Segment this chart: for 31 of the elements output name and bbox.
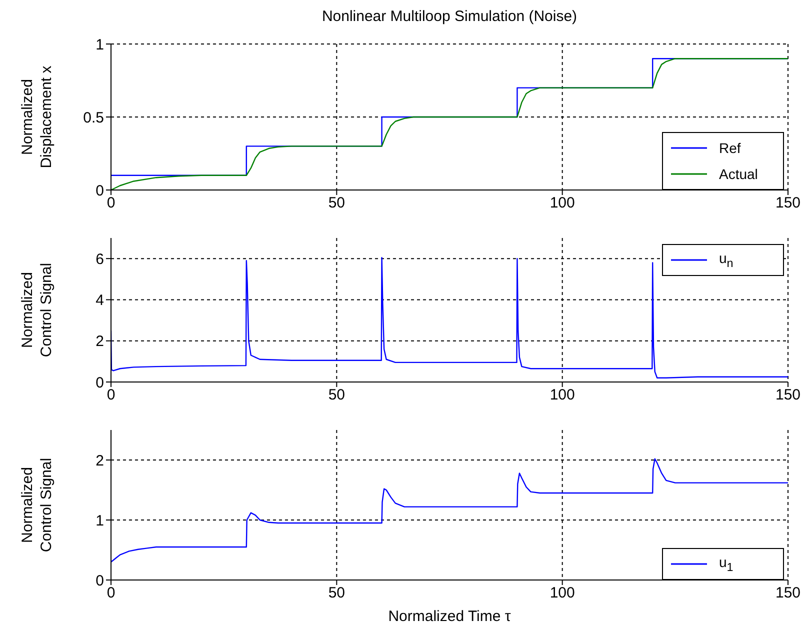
y-tick-label: 6 bbox=[96, 250, 104, 268]
x-tick-label: 100 bbox=[550, 194, 575, 212]
y-tick-label: 2 bbox=[96, 333, 104, 350]
x-tick-label: 100 bbox=[550, 584, 575, 602]
y-axis-title: Normalized Displacement x bbox=[18, 64, 56, 170]
legend-label: Actual bbox=[719, 166, 759, 182]
x-tick-label: 50 bbox=[328, 194, 346, 212]
y-tick-label: 2 bbox=[96, 452, 104, 470]
y-tick-label: 0 bbox=[96, 572, 104, 590]
chart-title: Nonlinear Multiloop Simulation (Noise) bbox=[320, 8, 578, 25]
x-tick-label: 150 bbox=[775, 584, 801, 602]
y-tick-label: 0.5 bbox=[83, 109, 104, 126]
x-tick-label: 50 bbox=[328, 584, 346, 602]
y-tick-label: 4 bbox=[96, 292, 104, 310]
y-axis-title: Normalized Control Signal bbox=[18, 262, 56, 360]
x-tick-label: 150 bbox=[775, 386, 801, 404]
x-axis-title: Normalized Time τ bbox=[387, 608, 512, 625]
x-tick-label: 50 bbox=[328, 386, 346, 404]
y-axis-title: Normalized Control Signal bbox=[18, 456, 56, 554]
legend-label: u$_{1}$ bbox=[719, 554, 734, 574]
x-tick-label: 0 bbox=[106, 386, 116, 404]
legend-label: Ref bbox=[719, 140, 742, 156]
y-tick-label: 1 bbox=[96, 36, 104, 54]
legend-label: u$_{n}$ bbox=[719, 250, 734, 270]
y-tick-label: 0 bbox=[96, 374, 104, 392]
x-tick-label: 0 bbox=[106, 584, 116, 602]
y-tick-label: 1 bbox=[96, 512, 104, 530]
x-tick-label: 0 bbox=[106, 194, 116, 212]
x-tick-label: 100 bbox=[550, 386, 575, 404]
x-tick-label: 150 bbox=[775, 194, 801, 212]
y-tick-label: 0 bbox=[96, 182, 104, 200]
